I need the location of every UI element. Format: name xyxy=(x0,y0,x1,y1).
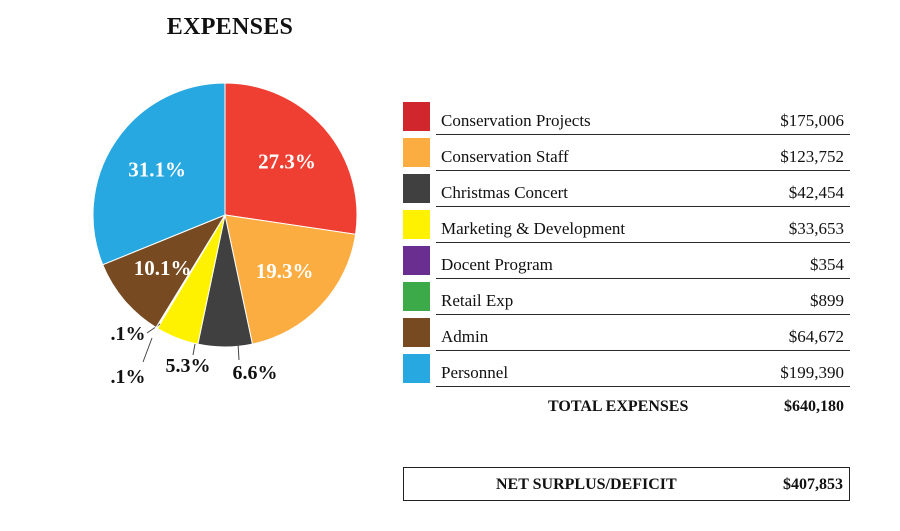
legend-label: Admin xyxy=(441,327,489,346)
legend-swatch xyxy=(403,318,430,347)
legend-row: Marketing & Development $33,653 xyxy=(403,210,850,246)
legend-amount: $33,653 xyxy=(788,219,844,238)
expenses-pie-chart: 27.3% 19.3% 6.6% 5.3% .1% .1% 10.1% 31.1% xyxy=(92,82,358,388)
legend-row: Conservation Projects $175,006 xyxy=(403,102,850,138)
legend-row: Personnel $199,390 xyxy=(403,354,850,390)
slice-percent-label: 31.1% xyxy=(128,157,186,181)
legend-amount: $899 xyxy=(810,291,844,310)
legend-label: Conservation Projects xyxy=(441,111,591,130)
legend-swatch xyxy=(403,102,430,131)
leader-line xyxy=(142,337,153,363)
slice-percent-label: 10.1% xyxy=(134,256,192,280)
slice-percent-label: .1% xyxy=(111,366,146,388)
legend-amount: $64,672 xyxy=(788,327,844,346)
legend-row: Christmas Concert $42,454 xyxy=(403,174,850,210)
legend-row-divider xyxy=(436,210,850,243)
net-surplus-value: $407,853 xyxy=(783,476,843,493)
legend-row-divider xyxy=(436,138,850,171)
legend-amount: $199,390 xyxy=(780,363,844,382)
legend-amount: $42,454 xyxy=(788,183,844,202)
net-surplus-label: NET SURPLUS/DEFICIT xyxy=(496,476,677,493)
legend-swatch xyxy=(403,174,430,203)
legend-row: Conservation Staff $123,752 xyxy=(403,138,850,174)
legend-row-divider xyxy=(436,354,850,387)
legend-swatch xyxy=(403,354,430,383)
pie-slice xyxy=(102,213,227,329)
legend-row-divider xyxy=(436,174,850,207)
chart-title: EXPENSES xyxy=(166,14,294,40)
legend-row-divider xyxy=(436,318,850,351)
legend-label: Docent Program xyxy=(441,255,553,274)
legend-amount: $354 xyxy=(810,255,844,274)
pie-slice xyxy=(224,82,358,235)
slice-percent-label: .1% xyxy=(111,323,146,345)
slice-percent-label: 6.6% xyxy=(233,362,278,384)
slice-percent-label: 27.3% xyxy=(258,150,316,174)
legend-row: Admin $64,672 xyxy=(403,318,850,354)
legend-label: Personnel xyxy=(441,363,509,382)
total-expenses-label: TOTAL EXPENSES xyxy=(548,398,689,415)
leader-line xyxy=(237,342,240,361)
leader-line xyxy=(192,343,196,356)
legend-row: Retail Exp $899 xyxy=(403,282,850,318)
legend-label: Christmas Concert xyxy=(441,183,569,202)
slice-percent-label: 5.3% xyxy=(166,355,211,377)
expense-legend-table: Conservation Projects $175,006 Conservatio… xyxy=(403,102,850,390)
pie-slice xyxy=(224,214,357,345)
legend-row-divider xyxy=(436,282,850,315)
legend-swatch xyxy=(403,282,430,311)
total-expenses-value: $640,180 xyxy=(784,398,844,415)
legend-label: Retail Exp xyxy=(441,291,514,310)
legend-row: Docent Program $354 xyxy=(403,246,850,282)
legend-label: Marketing & Development xyxy=(441,219,626,238)
legend-label: Conservation Staff xyxy=(441,147,569,166)
legend-amount: $123,752 xyxy=(780,147,844,166)
slice-percent-label: 19.3% xyxy=(256,259,314,283)
legend-amount: $175,006 xyxy=(780,111,844,130)
net-surplus-box: NET SURPLUS/DEFICIT $407,853 xyxy=(403,467,850,501)
legend-swatch xyxy=(403,138,430,167)
pie-slice xyxy=(92,82,226,266)
legend-swatch xyxy=(403,246,430,275)
total-expenses-row: TOTAL EXPENSES $640,180 xyxy=(403,394,850,420)
legend-row-divider xyxy=(436,102,850,135)
legend-swatch xyxy=(403,210,430,239)
legend-row-divider xyxy=(436,246,850,279)
